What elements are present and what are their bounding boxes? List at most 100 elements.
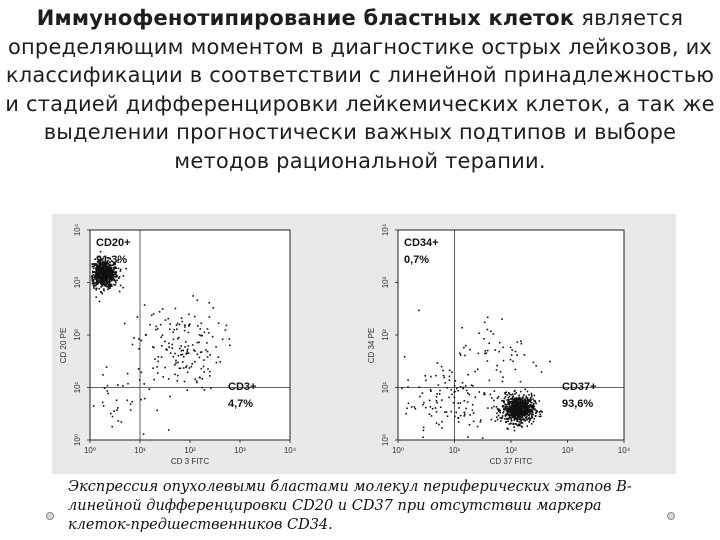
data-point: [212, 307, 215, 309]
data-point: [461, 382, 464, 384]
data-points: [91, 250, 231, 435]
data-point: [104, 275, 107, 277]
data-point: [95, 287, 98, 290]
data-point: [206, 342, 208, 344]
slide-title: Иммунофенотипирование бластных клеток яв…: [0, 4, 720, 175]
data-point: [113, 269, 115, 271]
data-point: [108, 273, 110, 275]
data-point: [519, 417, 521, 419]
data-point: [493, 405, 495, 408]
data-point: [108, 277, 111, 279]
data-point: [104, 278, 107, 281]
data-point: [160, 356, 163, 358]
data-point: [520, 399, 523, 401]
data-point: [168, 342, 170, 345]
data-point: [224, 329, 227, 331]
data-point: [138, 348, 140, 350]
data-point: [528, 416, 531, 419]
data-point: [175, 362, 177, 364]
data-point: [94, 262, 96, 265]
data-point: [509, 398, 512, 400]
data-point: [152, 367, 154, 369]
data-point: [105, 271, 108, 274]
data-point: [178, 336, 180, 339]
data-point: [92, 281, 94, 283]
data-point: [99, 267, 102, 270]
data-point: [101, 271, 104, 274]
data-point: [429, 388, 432, 391]
data-point: [504, 408, 506, 410]
data-point: [154, 358, 156, 360]
data-point: [436, 393, 438, 395]
data-point: [184, 341, 187, 343]
data-point: [448, 379, 451, 381]
data-point: [510, 393, 512, 396]
data-point: [483, 338, 485, 340]
data-point: [108, 278, 110, 281]
data-point: [504, 418, 506, 420]
data-point: [107, 262, 109, 265]
data-point: [501, 415, 504, 417]
data-point: [518, 396, 520, 399]
data-point: [104, 262, 107, 264]
data-point: [497, 409, 500, 412]
data-point: [195, 380, 198, 382]
data-point: [524, 414, 527, 416]
x-tick-label: 10¹: [449, 446, 461, 455]
data-point: [104, 277, 107, 279]
data-point: [510, 409, 513, 411]
data-point: [488, 342, 490, 345]
data-point: [93, 274, 96, 277]
data-point: [528, 399, 531, 401]
y-axis-label: CD 20 PE: [59, 328, 68, 364]
data-point: [534, 409, 536, 411]
data-point: [521, 401, 523, 403]
data-point: [530, 415, 533, 418]
data-point: [120, 268, 122, 271]
data-point: [112, 262, 115, 265]
data-point: [514, 422, 517, 425]
data-point: [521, 398, 524, 400]
data-point: [525, 395, 527, 398]
data-point: [98, 274, 101, 277]
quadrant-label: CD20+: [96, 237, 131, 249]
data-point: [105, 269, 108, 272]
data-point: [109, 285, 112, 288]
data-point: [425, 379, 427, 382]
data-point: [479, 421, 482, 423]
data-point: [109, 273, 111, 275]
data-point: [517, 401, 520, 404]
data-point: [100, 286, 102, 288]
data-point: [109, 267, 112, 269]
data-point: [193, 349, 195, 351]
data-point: [508, 414, 510, 417]
data-point: [99, 281, 102, 283]
data-point: [100, 262, 102, 265]
data-point: [198, 356, 201, 359]
data-point: [109, 274, 112, 276]
data-point: [406, 407, 408, 410]
data-point: [513, 407, 516, 409]
data-point: [524, 408, 526, 411]
data-point: [516, 398, 519, 400]
data-point: [504, 415, 507, 417]
data-point: [194, 378, 196, 380]
data-point: [111, 270, 113, 273]
data-point: [517, 404, 520, 406]
data-point: [126, 399, 129, 402]
data-point: [104, 262, 106, 264]
data-point: [140, 371, 143, 374]
data-point: [467, 373, 469, 376]
data-point: [525, 417, 528, 420]
data-point: [446, 415, 449, 417]
data-point: [403, 356, 406, 358]
data-point: [133, 337, 135, 339]
data-point: [538, 415, 541, 418]
data-point: [101, 261, 104, 264]
data-point: [511, 401, 514, 403]
data-point: [178, 323, 181, 326]
y-axis-label: CD 34 PE: [367, 328, 376, 364]
data-point: [502, 400, 504, 402]
data-point: [511, 405, 513, 407]
